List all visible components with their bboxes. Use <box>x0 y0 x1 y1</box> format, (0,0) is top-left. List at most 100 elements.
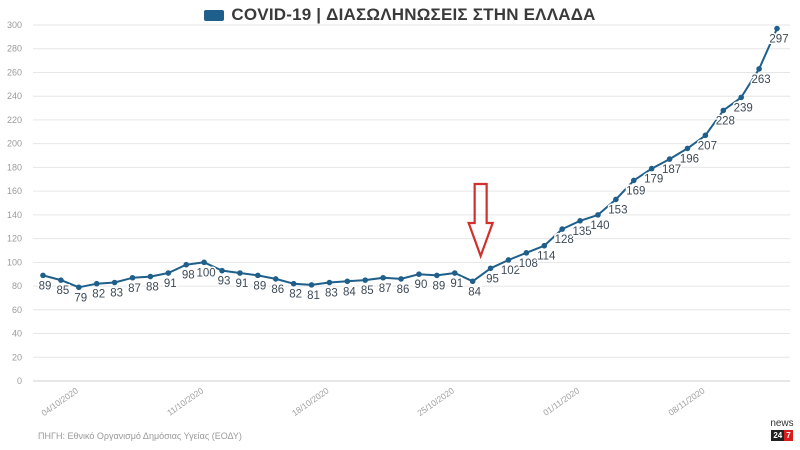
data-label: 140 <box>590 220 609 232</box>
data-point <box>76 284 82 291</box>
data-label: 87 <box>128 283 141 295</box>
data-label: 82 <box>289 289 302 301</box>
data-point <box>308 282 315 288</box>
data-label: 135 <box>572 226 591 238</box>
data-point <box>613 196 619 203</box>
data-point <box>505 257 512 263</box>
y-tick-label: 40 <box>12 329 22 339</box>
legend-swatch <box>204 9 225 21</box>
data-label: 207 <box>698 140 717 152</box>
down-arrow-icon <box>467 182 495 260</box>
data-point <box>147 273 154 280</box>
y-tick-label: 60 <box>12 305 22 315</box>
data-point <box>487 265 494 272</box>
y-tick-label: 100 <box>7 257 22 267</box>
y-tick-label: 80 <box>12 281 22 291</box>
data-label: 153 <box>608 204 627 216</box>
data-label: 297 <box>769 34 788 46</box>
data-label: 93 <box>218 276 231 288</box>
y-tick-label: 200 <box>7 139 22 149</box>
data-label: 89 <box>432 280 445 292</box>
data-point <box>756 66 762 72</box>
data-label: 89 <box>39 280 52 292</box>
data-label: 91 <box>236 278 249 290</box>
data-label: 85 <box>361 285 374 297</box>
data-label: 187 <box>662 164 681 176</box>
y-axis: 0 20 40 60 80 100 120 140 160 180 200 220 240 260 280 3… <box>7 20 22 386</box>
data-label: 83 <box>110 288 123 300</box>
data-point <box>380 274 386 281</box>
data-label: 263 <box>752 74 771 86</box>
series <box>40 25 780 291</box>
x-tick-label: 01/11/2020 <box>541 385 581 417</box>
data-label: 98 <box>182 270 195 282</box>
y-tick-label: 300 <box>7 20 22 30</box>
data-label: 79 <box>74 292 87 304</box>
data-point <box>93 280 100 287</box>
data-label: 81 <box>307 290 320 302</box>
data-label: 196 <box>680 153 699 165</box>
data-label: 84 <box>343 286 356 298</box>
data-label: 102 <box>501 265 520 277</box>
y-tick-label: 160 <box>7 186 22 196</box>
data-point <box>648 165 655 172</box>
chart-title-text: COVID-19 | ΔΙΑΣΩΛΗΝΩΣΕΙΣ ΣΤΗΝ ΕΛΛΑΔΑ <box>231 5 596 24</box>
data-point <box>219 267 225 274</box>
data-point <box>290 280 297 287</box>
data-label: 87 <box>379 283 392 295</box>
data-label: 169 <box>626 185 645 197</box>
series-line <box>42 28 778 289</box>
x-axis: 04/10/2020 11/10/2020 18/10/2020 25/10/2020… <box>39 385 706 418</box>
x-tick-label: 11/10/2020 <box>165 385 205 417</box>
data-label: 86 <box>271 284 284 296</box>
data-label: 91 <box>450 278 463 290</box>
data-point <box>595 212 601 218</box>
data-label: 85 <box>57 285 70 297</box>
y-tick-label: 280 <box>7 44 22 54</box>
data-point <box>362 277 369 283</box>
data-point <box>237 270 243 276</box>
logo-top-text: news <box>770 418 794 429</box>
news247-logo: news 24 7 <box>766 419 798 445</box>
data-point <box>255 272 261 279</box>
data-point <box>577 218 583 224</box>
data-point <box>684 145 691 152</box>
data-label: 239 <box>734 102 753 114</box>
x-tick-label: 08/11/2020 <box>666 385 706 417</box>
logo-badge-left: 24 <box>771 430 785 441</box>
data-point <box>40 272 46 279</box>
source-note: ΠΗΓΗ: Εθνικό Οργανισμό Δημόσιας Υγείας (… <box>38 431 242 441</box>
data-point <box>165 270 172 276</box>
data-point <box>111 279 118 286</box>
data-label: 86 <box>397 284 410 296</box>
y-tick-label: 240 <box>7 91 22 101</box>
data-label: 108 <box>519 258 538 270</box>
y-tick-label: 120 <box>7 234 22 244</box>
data-label: 84 <box>468 286 481 298</box>
chart-title: COVID-19 | ΔΙΑΣΩΛΗΝΩΣΕΙΣ ΣΤΗΝ ΕΛΛΑΔΑ <box>0 4 800 26</box>
logo-badge: 24 7 <box>766 430 798 441</box>
data-point <box>666 156 673 162</box>
data-point <box>630 177 637 184</box>
data-label: 90 <box>415 279 428 291</box>
data-label: 228 <box>716 115 735 127</box>
data-point <box>272 276 279 282</box>
y-tick-label: 180 <box>7 162 22 172</box>
data-point <box>398 276 404 282</box>
data-label: 83 <box>325 288 338 300</box>
data-point <box>58 277 64 283</box>
data-point <box>469 278 476 285</box>
data-point <box>183 261 190 268</box>
gridlines <box>33 24 790 382</box>
data-point <box>774 25 780 32</box>
x-tick-label: 04/10/2020 <box>39 385 80 418</box>
data-label: 91 <box>164 278 177 290</box>
data-label: 114 <box>537 251 556 263</box>
data-point <box>720 107 727 114</box>
data-label: 82 <box>92 289 105 301</box>
logo-badge-right: 7 <box>784 430 793 441</box>
data-point <box>738 94 744 101</box>
data-point <box>129 274 136 281</box>
